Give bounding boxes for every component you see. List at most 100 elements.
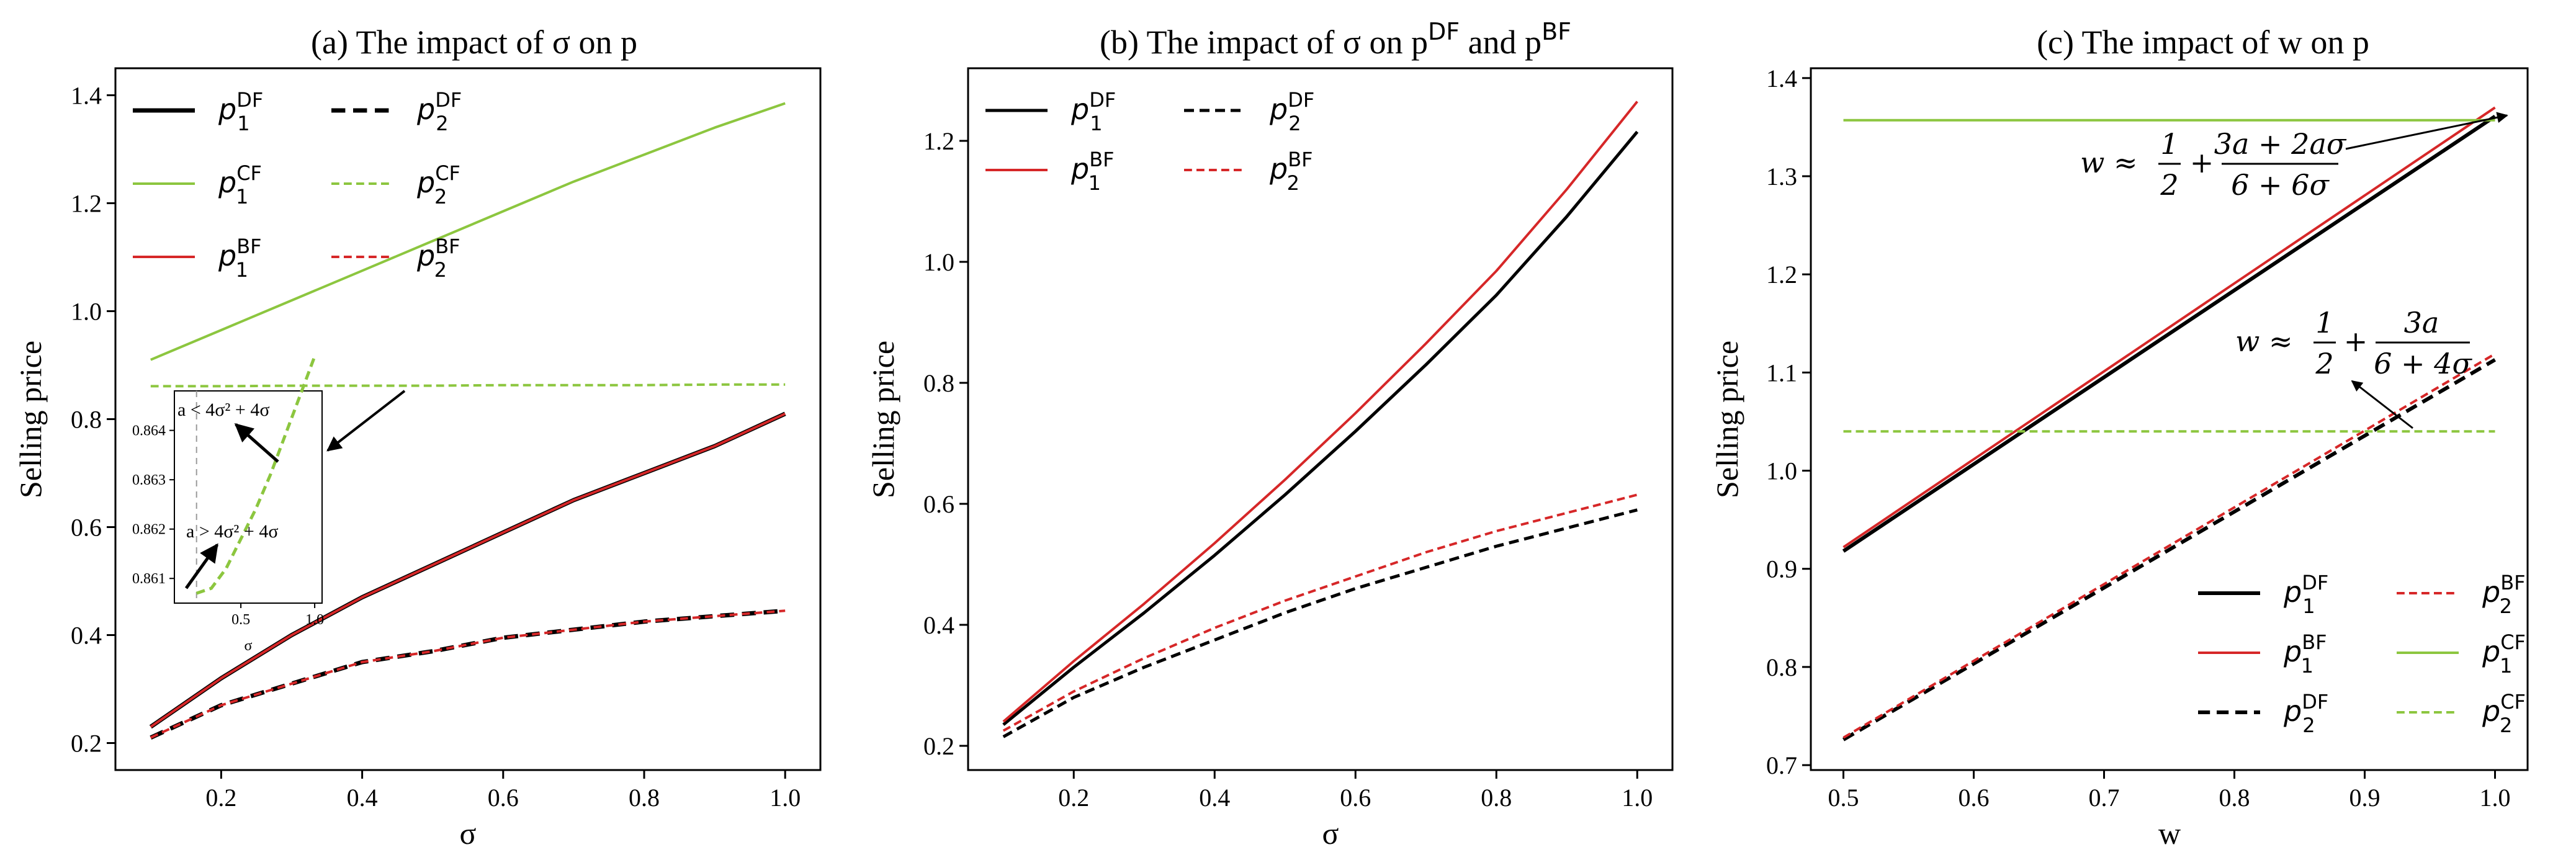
series-line-p2CF <box>150 383 786 388</box>
inset-y-tick-label: 0.863 <box>132 472 166 488</box>
legend-label-p1BF: pBF 1 <box>1070 148 1115 195</box>
inset-x-label: σ <box>245 638 253 654</box>
panel-b-x-ticks: 0.2 0.4 0.6 0.8 1.0 <box>1058 770 1653 812</box>
y-tick-label: 0.6 <box>71 514 102 542</box>
series-line-p2BF <box>1842 352 2496 739</box>
series-line-p2BF <box>150 609 786 739</box>
panel-b-title-sup-bf: BF <box>1542 18 1571 45</box>
series-line-p1BF <box>1842 106 2496 549</box>
x-tick-label: 1.0 <box>2480 784 2511 812</box>
x-tick-label: 1.0 <box>1622 784 1653 812</box>
panel-b-y-ticks: 0.2 0.4 0.6 0.8 1.0 1.2 <box>923 127 968 760</box>
y-tick-label: 1.2 <box>71 190 102 218</box>
y-tick-label: 1.3 <box>1766 163 1797 190</box>
series-line-p1BF <box>1002 101 1638 723</box>
inset-y-tick-label: 0.864 <box>132 423 166 439</box>
panel-b-x-label: σ <box>1322 816 1339 851</box>
panel-a-lines <box>149 102 786 740</box>
x-tick-label: 1.0 <box>770 784 801 812</box>
series-line-p2BF <box>1002 493 1638 732</box>
panel-a-legend: pDF 1 pDF 2 pCF 1 pCF 2 pBF 1 pBF 2 <box>133 88 462 282</box>
legend-label-p1BF: pBF 1 <box>218 235 262 282</box>
panel-b-title-mid: and p <box>1460 24 1542 61</box>
panel-a-inset: 0.5 1.0 0.861 0.862 0.863 0.864 σ a < 4σ² + 4… <box>132 356 406 654</box>
x-tick-label: 0.6 <box>1340 784 1371 812</box>
annotation-2-numerator: 3a <box>2404 306 2439 339</box>
annotation-2-arrow <box>2351 380 2413 429</box>
annotation-1-denominator: 6 + 6σ <box>2231 168 2330 202</box>
inset-y-tick-label: 0.861 <box>132 571 166 587</box>
y-tick-label: 1.4 <box>71 82 102 110</box>
y-tick-label: 0.8 <box>923 369 954 397</box>
legend-label-p1DF: pDF 1 <box>218 88 263 135</box>
inset-annotation-lower: a > 4σ² + 4σ <box>186 521 279 542</box>
panel-c-annotation-2: w ≈ 1 2 + 3a 6 + 4σ <box>2235 306 2472 429</box>
y-tick-label: 1.0 <box>71 298 102 326</box>
y-tick-label: 1.2 <box>1766 261 1797 289</box>
inset-x-tick-label: 1.0 <box>305 612 324 628</box>
legend-label-p2DF: pDF 2 <box>1269 88 1314 135</box>
y-tick-label: 1.2 <box>923 127 954 155</box>
x-tick-label: 0.7 <box>2089 784 2120 812</box>
panel-c: (c) The impact of w on p 0.5 0.6 0.7 0.8 0.9… <box>1710 24 2529 851</box>
legend-label-p2CF: pCF 2 <box>2482 690 2526 737</box>
annotation-1-half-num: 1 <box>2160 127 2178 161</box>
x-tick-label: 0.2 <box>1058 784 1089 812</box>
panel-c-y-ticks: 0.7 0.8 0.9 1.0 1.1 1.2 1.3 1.4 <box>1766 65 1811 779</box>
panel-c-x-label: w <box>2158 816 2181 851</box>
annotation-2-half-num: 1 <box>2315 306 2333 339</box>
x-tick-label: 0.6 <box>1959 784 1990 812</box>
x-tick-label: 0.8 <box>629 784 660 812</box>
legend-label-p2DF: pDF 2 <box>416 88 462 135</box>
legend-label-p1DF: pDF 1 <box>2283 571 2328 618</box>
panel-a-y-label: Selling price <box>13 341 48 498</box>
panel-a-title: (a) The impact of σ on p <box>311 24 637 61</box>
annotation-1-lhs: w ≈ <box>2080 146 2138 179</box>
legend-label-p2BF: pBF 2 <box>1269 148 1313 195</box>
panel-c-annotation-1: w ≈ 1 2 + 3a + 2aσ 6 + 6σ <box>2080 112 2508 202</box>
series-line-p1CF <box>150 102 786 361</box>
y-tick-label: 0.4 <box>71 622 102 650</box>
series-line-p2DF <box>1002 508 1638 738</box>
legend-label-p1DF: pDF 1 <box>1070 88 1116 135</box>
y-tick-label: 1.0 <box>1766 457 1797 485</box>
y-tick-label: 0.2 <box>923 732 954 760</box>
y-tick-label: 0.8 <box>71 406 102 434</box>
annotation-2-plus: + <box>2344 325 2368 358</box>
legend-label-p2CF: pCF 2 <box>416 161 460 208</box>
panel-b-axes-frame <box>967 67 1674 771</box>
x-tick-label: 0.2 <box>205 784 236 812</box>
panel-a: (a) The impact of σ on p 0.2 0.4 0.6 0.8 1.0… <box>13 24 822 851</box>
panel-b-title: (b) The impact of σ on pDF and pBF <box>1100 18 1571 61</box>
inset-ticks: 0.5 1.0 0.861 0.862 0.863 0.864 <box>132 423 324 628</box>
inset-x-tick-label: 0.5 <box>231 612 250 628</box>
series-line-p2DF <box>150 608 786 740</box>
annotation-2-lhs: w ≈ <box>2235 325 2293 358</box>
x-tick-label: 0.6 <box>488 784 519 812</box>
y-tick-label: 0.7 <box>1766 751 1797 779</box>
annotation-2-denominator: 6 + 4σ <box>2374 347 2472 380</box>
legend-label-p1BF: pBF 1 <box>2283 630 2327 678</box>
panel-c-legend: pDF 1 pBF 2 pBF 1 pCF 1 pDF 2 pCF 2 <box>2198 571 2526 737</box>
x-tick-label: 0.8 <box>1481 784 1512 812</box>
y-tick-label: 0.6 <box>923 490 954 518</box>
y-tick-label: 1.4 <box>1766 65 1797 92</box>
y-tick-label: 1.0 <box>923 248 954 276</box>
legend-label-p2BF: pBF 2 <box>416 235 460 282</box>
panel-b-y-label: Selling price <box>866 341 900 498</box>
y-tick-label: 0.8 <box>1766 653 1797 681</box>
inset-upper-arrow <box>234 423 279 463</box>
panel-a-x-ticks: 0.2 0.4 0.6 0.8 1.0 <box>205 770 801 812</box>
y-tick-label: 1.1 <box>1766 359 1797 387</box>
legend-label-p2DF: pDF 2 <box>2283 690 2328 737</box>
panel-a-x-label: σ <box>460 816 477 851</box>
legend-label-p1CF: pCF 1 <box>2482 630 2526 678</box>
panel-c-title: (c) The impact of w on p <box>2037 24 2369 61</box>
y-tick-label: 0.2 <box>71 730 102 758</box>
panel-c-lines <box>1842 106 2497 741</box>
annotation-1-half-den: 2 <box>2160 168 2178 202</box>
legend-label-p1CF: pCF 1 <box>218 161 262 208</box>
inset-annotation-upper: a < 4σ² + 4σ <box>177 400 270 420</box>
x-tick-label: 0.8 <box>2219 784 2250 812</box>
